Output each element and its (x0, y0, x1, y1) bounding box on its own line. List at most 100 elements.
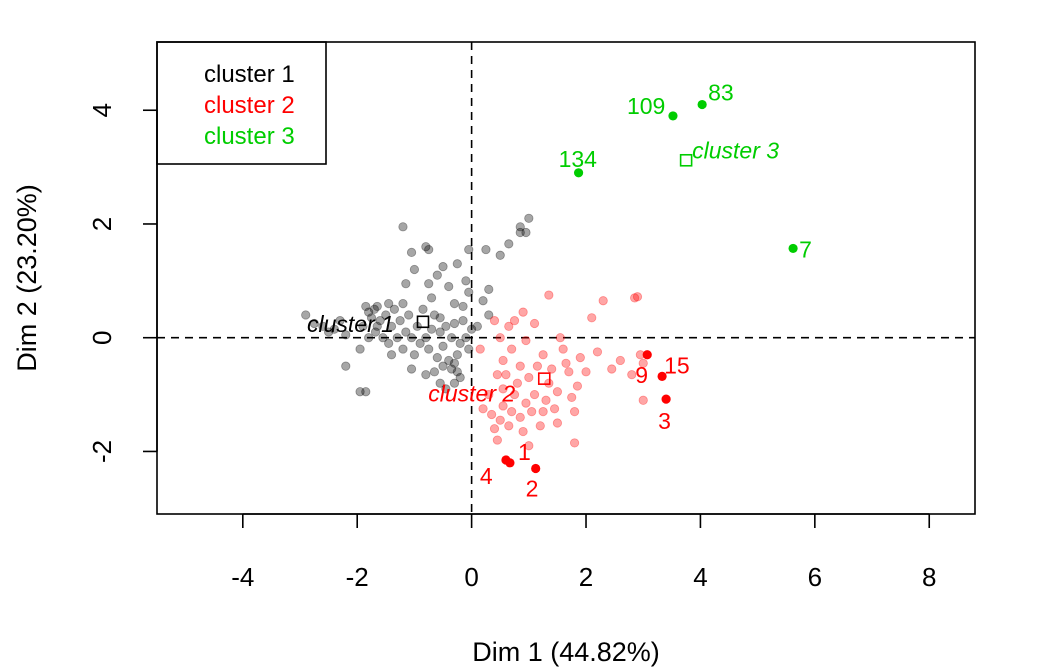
cluster-2-point (529, 389, 540, 400)
cluster-2-point (538, 350, 548, 360)
cluster-2-labeled-point (642, 350, 652, 360)
cluster-1-point (432, 353, 442, 363)
cluster-1-point (386, 350, 397, 360)
cluster-1-point (452, 259, 462, 269)
cluster-1-point (406, 247, 417, 258)
cluster-1-point (381, 310, 391, 320)
x-tick-label: 4 (693, 562, 707, 592)
cluster-1-point (341, 361, 351, 371)
cluster-2-point (515, 361, 525, 371)
cluster-1-point (361, 387, 371, 397)
cluster-2-point (561, 358, 571, 368)
y-axis-title: Dim 2 (23.20%) (12, 184, 42, 372)
labeled-points: 1 2 3 4 9 15 7 83 109 134 (480, 80, 812, 502)
cluster-2-point (512, 378, 522, 388)
cluster-1-point (484, 284, 494, 294)
cluster-3-center-marker (679, 153, 693, 167)
cluster-1-point (515, 227, 525, 238)
cluster-3-labeled-point (697, 99, 707, 110)
cluster-2-point (632, 292, 643, 302)
cluster-2-point (478, 404, 488, 414)
cluster-1-point (424, 279, 434, 289)
cluster-center-label: cluster 3 (692, 137, 779, 163)
cluster-1-point (435, 378, 445, 388)
cluster-1-point (495, 250, 505, 260)
cluster-1-point (386, 321, 397, 331)
cluster-2-point (515, 412, 525, 422)
cluster-centers: cluster 1 cluster 2 cluster 3 (307, 137, 779, 406)
cluster-1-point (358, 321, 368, 331)
cluster-1-point (421, 333, 431, 343)
cluster-1-point (464, 287, 474, 297)
cluster-2-point (552, 418, 563, 428)
cluster-2-point (549, 404, 560, 414)
point-label: 109 (627, 93, 665, 119)
cluster-center-label: cluster 2 (428, 381, 515, 407)
cluster-1-point (401, 327, 411, 337)
cluster-1-point (472, 321, 482, 331)
cluster-2-point (627, 370, 637, 380)
cluster-1-point (309, 318, 319, 329)
cluster-2-point (489, 424, 500, 434)
x-tick-label: -4 (231, 562, 254, 592)
cluster-1-point (461, 276, 471, 286)
cluster-2-point (475, 344, 485, 354)
cluster-1-point (364, 333, 374, 343)
cluster-1-point (406, 333, 417, 343)
legend-box (156, 41, 327, 165)
cluster-1-point (452, 367, 462, 377)
cluster-2-point (569, 438, 580, 448)
cluster-2-point (498, 384, 508, 394)
cluster-1-point (455, 338, 465, 348)
cluster-1-point (438, 262, 448, 272)
cluster-1-point (375, 316, 385, 326)
cluster-2-point (524, 441, 534, 451)
point-label: 15 (664, 352, 690, 378)
cluster-1-point (370, 327, 381, 337)
cluster-2-point (527, 407, 537, 417)
cluster-2-point (524, 372, 534, 383)
cluster-1-point (504, 239, 514, 249)
cluster-2-point (581, 367, 591, 377)
cluster-1-point (384, 298, 394, 309)
cluster-1-point (301, 310, 311, 320)
cluster-2-point (564, 367, 574, 377)
cluster-1-point (449, 378, 460, 388)
cluster-1-point (435, 327, 445, 337)
cluster-1-point (389, 304, 399, 314)
cluster-1-point (426, 293, 437, 303)
cluster-1-point (418, 304, 428, 314)
cluster-1-point (318, 321, 328, 331)
cluster-1-point (409, 264, 420, 275)
cluster-2-point (532, 361, 542, 371)
cluster-2-labeled-point (657, 371, 667, 381)
cluster-1-point (398, 222, 408, 232)
x-tick-label: -2 (346, 562, 369, 592)
cluster-2-point (572, 381, 583, 391)
cluster-2-point (638, 395, 648, 405)
cluster-2-point (587, 313, 597, 323)
cluster-1-center-marker (416, 315, 430, 329)
cluster-1-point (324, 327, 334, 337)
x-tick-label: 2 (579, 562, 593, 592)
cluster-1-point (438, 341, 448, 351)
cluster-2-point (541, 395, 551, 405)
cluster-2-point (558, 344, 568, 354)
y-axis: -2 0 2 4 (87, 103, 158, 463)
cluster-1-point (424, 244, 434, 255)
point-label: 134 (559, 146, 598, 172)
background-points (301, 213, 648, 451)
cluster-1-point (441, 321, 451, 331)
cluster-2-point (630, 293, 640, 303)
cluster-2-point (501, 370, 511, 380)
cluster-2-point (547, 364, 557, 374)
cluster-1-point (455, 372, 465, 383)
cluster-2-point (592, 347, 603, 357)
cluster-1-point (446, 333, 457, 343)
cluster-1-point (461, 333, 471, 343)
cluster-1-point (458, 301, 468, 312)
cluster-2-labeled-point (501, 455, 511, 465)
point-label: 1 (518, 439, 531, 465)
cluster-1-point (372, 321, 382, 331)
